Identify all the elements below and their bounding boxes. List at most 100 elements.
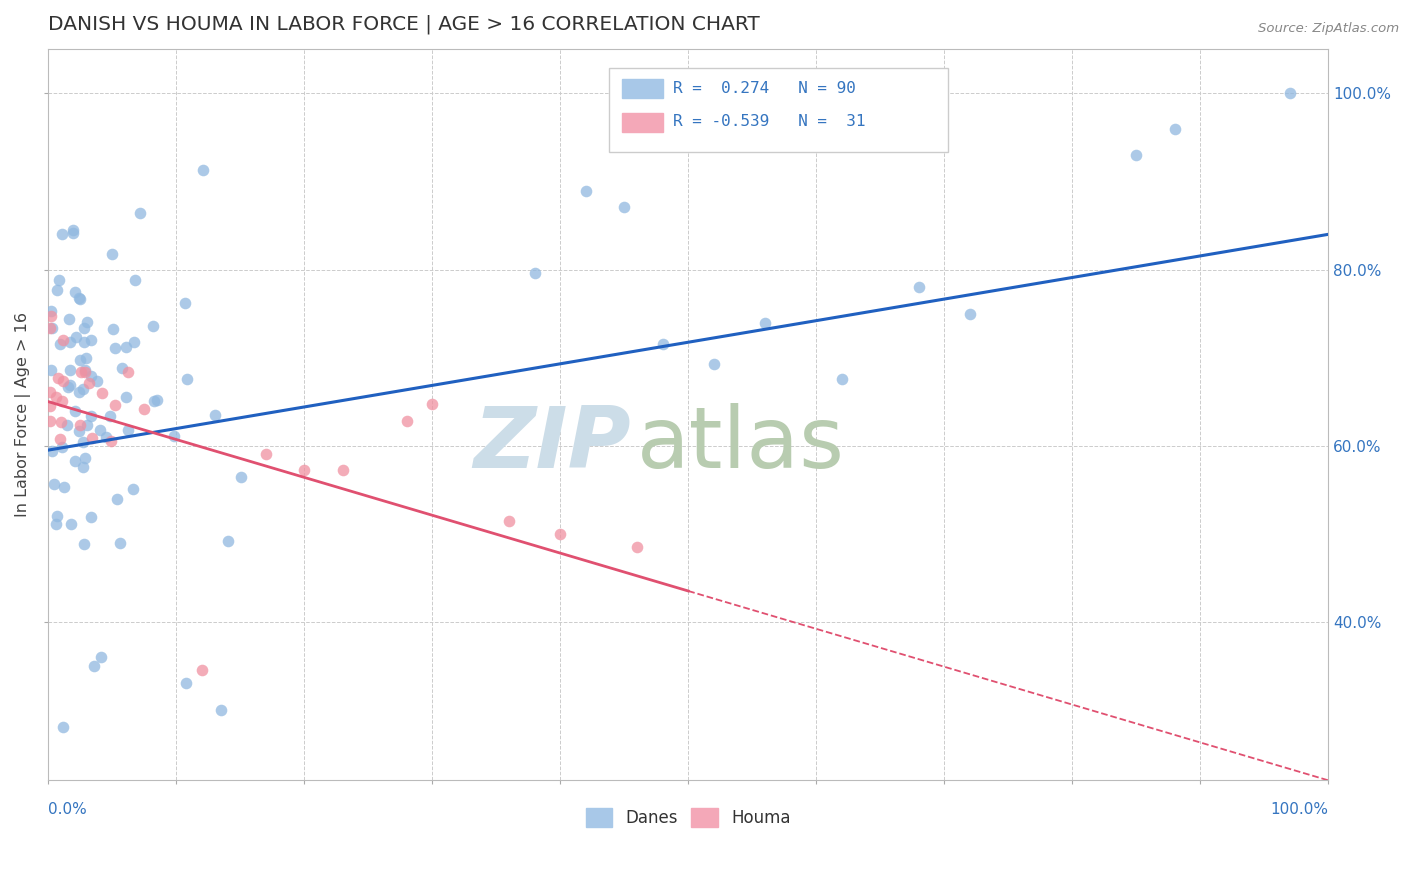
Point: [395, 414, 418, 428]
FancyBboxPatch shape: [621, 113, 662, 132]
Point: [498, 514, 520, 528]
Point: [38, 385, 60, 400]
Y-axis label: In Labor Force | Age > 16: In Labor Force | Age > 16: [15, 312, 31, 517]
Point: [59, 334, 82, 349]
Point: [51, 374, 73, 388]
Point: [59, 377, 82, 392]
Point: [124, 272, 146, 286]
Point: [176, 676, 198, 690]
Point: [39, 304, 62, 318]
Point: [100, 434, 122, 448]
Point: [59, 517, 82, 532]
Point: [332, 463, 354, 477]
Point: [41, 321, 63, 335]
Point: [651, 337, 673, 351]
Point: [191, 162, 214, 177]
Point: [80, 368, 103, 383]
Point: [959, 307, 981, 321]
Point: [1125, 148, 1147, 162]
Point: [163, 429, 186, 443]
Point: [101, 247, 124, 261]
Point: [209, 703, 232, 717]
Point: [117, 366, 139, 380]
Point: [626, 540, 648, 554]
Point: [70, 365, 93, 379]
Point: [72, 460, 94, 475]
Point: [80, 409, 103, 423]
Point: [38, 413, 60, 427]
Point: [45, 517, 67, 532]
Point: [51, 440, 73, 454]
Point: [122, 334, 145, 349]
Point: [254, 447, 277, 461]
Point: [45, 508, 67, 523]
Point: [76, 417, 98, 432]
Point: [613, 200, 636, 214]
Point: [231, 470, 253, 484]
Point: [51, 227, 73, 242]
Point: [67, 291, 90, 305]
Point: [69, 417, 91, 432]
Text: atlas: atlas: [637, 402, 845, 485]
Point: [38, 320, 60, 334]
Point: [204, 408, 226, 422]
Point: [45, 390, 67, 404]
Point: [143, 394, 166, 409]
Point: [217, 534, 239, 549]
Point: [103, 341, 125, 355]
Point: [73, 320, 96, 334]
Point: [62, 227, 84, 241]
Text: R = -0.539   N =  31: R = -0.539 N = 31: [673, 114, 865, 129]
Point: [129, 205, 152, 219]
Text: 100.0%: 100.0%: [1270, 802, 1329, 817]
Point: [292, 463, 315, 477]
Point: [117, 423, 139, 437]
Point: [72, 383, 94, 397]
Point: [90, 650, 112, 665]
Point: [72, 435, 94, 450]
Point: [69, 352, 91, 367]
Point: [176, 372, 198, 386]
Point: [703, 358, 725, 372]
Point: [41, 444, 63, 458]
Point: [52, 479, 75, 493]
Point: [52, 333, 75, 347]
FancyBboxPatch shape: [609, 68, 948, 152]
Point: [48, 432, 70, 446]
Point: [45, 284, 67, 298]
Point: [86, 374, 108, 388]
Point: [105, 492, 128, 507]
Point: [51, 393, 73, 408]
Point: [59, 363, 82, 377]
Point: [76, 315, 98, 329]
Point: [115, 340, 138, 354]
Text: 0.0%: 0.0%: [48, 802, 87, 817]
Point: [108, 536, 131, 550]
Point: [98, 409, 121, 424]
Point: [173, 296, 195, 310]
Point: [58, 311, 80, 326]
Point: [48, 273, 70, 287]
Point: [548, 526, 571, 541]
Point: [69, 292, 91, 306]
Point: [67, 425, 90, 439]
Text: R =  0.274   N = 90: R = 0.274 N = 90: [673, 80, 856, 95]
Point: [79, 376, 101, 390]
Point: [73, 537, 96, 551]
Text: Source: ZipAtlas.com: Source: ZipAtlas.com: [1258, 22, 1399, 36]
Point: [110, 361, 132, 376]
Point: [101, 322, 124, 336]
Point: [420, 397, 443, 411]
Point: [146, 393, 169, 408]
Point: [121, 482, 143, 496]
Point: [49, 336, 72, 351]
Point: [65, 329, 87, 343]
Point: [52, 721, 75, 735]
Point: [49, 416, 72, 430]
Point: [46, 371, 69, 385]
Point: [83, 658, 105, 673]
Point: [523, 266, 546, 280]
Point: [75, 450, 97, 465]
FancyBboxPatch shape: [621, 79, 662, 98]
Point: [191, 663, 214, 677]
